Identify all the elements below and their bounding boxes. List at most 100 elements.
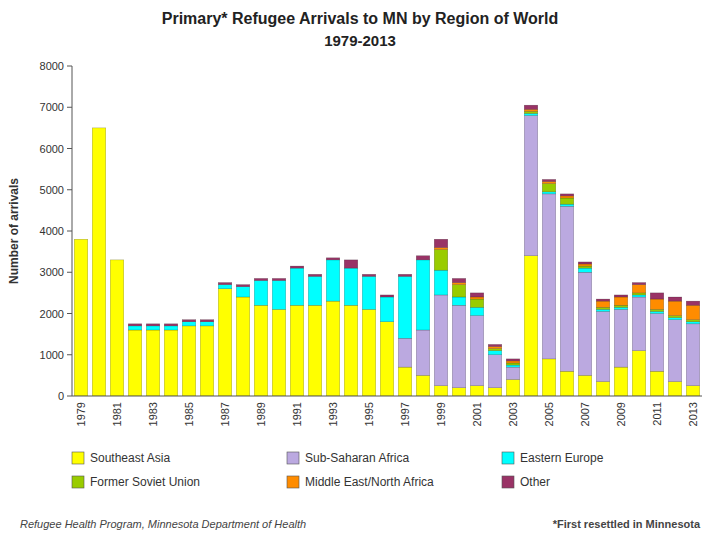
bar bbox=[668, 382, 682, 396]
bar bbox=[272, 281, 286, 310]
bar bbox=[596, 299, 610, 301]
bar bbox=[110, 260, 124, 396]
bar bbox=[524, 109, 538, 111]
bar bbox=[92, 127, 106, 128]
bar bbox=[74, 239, 88, 240]
bar bbox=[578, 375, 592, 396]
bars bbox=[74, 105, 700, 396]
bar bbox=[524, 113, 538, 115]
bar bbox=[542, 192, 556, 194]
bar bbox=[668, 316, 682, 318]
y-tick bbox=[67, 66, 72, 67]
bar bbox=[380, 295, 394, 297]
bar bbox=[614, 307, 628, 309]
x-tick-label: 2007 bbox=[579, 402, 591, 426]
footnote: Refugee Health Program, Minnesota Depart… bbox=[20, 518, 306, 530]
bar bbox=[110, 259, 124, 260]
series bbox=[74, 128, 700, 396]
subtitle: 1979-2013 bbox=[324, 32, 396, 49]
bar bbox=[146, 330, 160, 396]
legend-swatch bbox=[502, 476, 514, 488]
bar bbox=[236, 297, 250, 396]
bar bbox=[92, 127, 106, 128]
x-tick-label: 1979 bbox=[75, 402, 87, 426]
legend-label: Southeast Asia bbox=[90, 451, 170, 465]
bar bbox=[470, 299, 484, 307]
bar bbox=[182, 320, 196, 322]
y-tick bbox=[67, 272, 72, 273]
bar bbox=[110, 259, 124, 260]
bar bbox=[362, 274, 376, 276]
y-tick-label: 4000 bbox=[40, 225, 64, 237]
bar bbox=[254, 281, 268, 306]
bar bbox=[434, 386, 448, 396]
bar bbox=[218, 289, 232, 396]
bar bbox=[488, 347, 502, 349]
bar bbox=[308, 276, 322, 305]
x-axis: 1979198119831985198719891991199319951997… bbox=[75, 402, 699, 426]
bar bbox=[182, 322, 196, 326]
y-tick bbox=[67, 396, 72, 397]
bar bbox=[560, 194, 574, 196]
chart: Primary* Refugee Arrivals to MN by Regio… bbox=[0, 0, 720, 540]
bar bbox=[560, 204, 574, 206]
bar bbox=[434, 248, 448, 250]
bar bbox=[650, 314, 664, 372]
y-tick bbox=[67, 189, 72, 190]
bar bbox=[74, 239, 88, 240]
bar bbox=[254, 278, 268, 280]
bar bbox=[434, 270, 448, 295]
bar bbox=[326, 301, 340, 396]
x-tick-label: 1981 bbox=[111, 402, 123, 426]
bar bbox=[596, 301, 610, 307]
bar bbox=[218, 285, 232, 289]
bar bbox=[650, 293, 664, 299]
bar bbox=[470, 307, 484, 315]
legend-label: Eastern Europe bbox=[520, 451, 604, 465]
series bbox=[434, 109, 700, 363]
bar bbox=[686, 324, 700, 386]
bar bbox=[416, 375, 430, 396]
bar bbox=[560, 196, 574, 198]
bar bbox=[218, 283, 232, 285]
bar bbox=[686, 301, 700, 305]
bar bbox=[488, 344, 502, 346]
bar bbox=[398, 276, 412, 338]
bar bbox=[92, 127, 106, 128]
bar bbox=[686, 386, 700, 396]
bar bbox=[650, 309, 664, 311]
series bbox=[128, 113, 700, 367]
x-tick-label: 2011 bbox=[651, 402, 663, 426]
title: Primary* Refugee Arrivals to MN by Regio… bbox=[162, 10, 559, 27]
bar bbox=[110, 259, 124, 260]
bar bbox=[542, 194, 556, 359]
bar bbox=[416, 330, 430, 375]
bar bbox=[506, 361, 520, 363]
bar bbox=[416, 260, 430, 330]
bar bbox=[632, 283, 646, 285]
bar bbox=[524, 116, 538, 256]
bar bbox=[380, 297, 394, 322]
bar bbox=[290, 266, 304, 268]
bar bbox=[488, 351, 502, 355]
bar bbox=[164, 330, 178, 396]
x-tick-label: 1999 bbox=[435, 402, 447, 426]
bar bbox=[488, 349, 502, 351]
y-tick bbox=[67, 313, 72, 314]
bar bbox=[272, 309, 286, 396]
x-tick-label: 1993 bbox=[327, 402, 339, 426]
bar bbox=[686, 305, 700, 319]
y-tick-label: 3000 bbox=[40, 266, 64, 278]
bar bbox=[506, 367, 520, 379]
legend-swatch bbox=[287, 452, 299, 464]
bar bbox=[452, 283, 466, 285]
y-tick-label: 1000 bbox=[40, 349, 64, 361]
x-tick-label: 1985 bbox=[183, 402, 195, 426]
bar bbox=[596, 307, 610, 309]
x-tick-label: 1995 bbox=[363, 402, 375, 426]
bar bbox=[182, 326, 196, 396]
bar bbox=[686, 320, 700, 322]
bar bbox=[128, 330, 142, 396]
bar bbox=[506, 380, 520, 397]
bar bbox=[200, 326, 214, 396]
